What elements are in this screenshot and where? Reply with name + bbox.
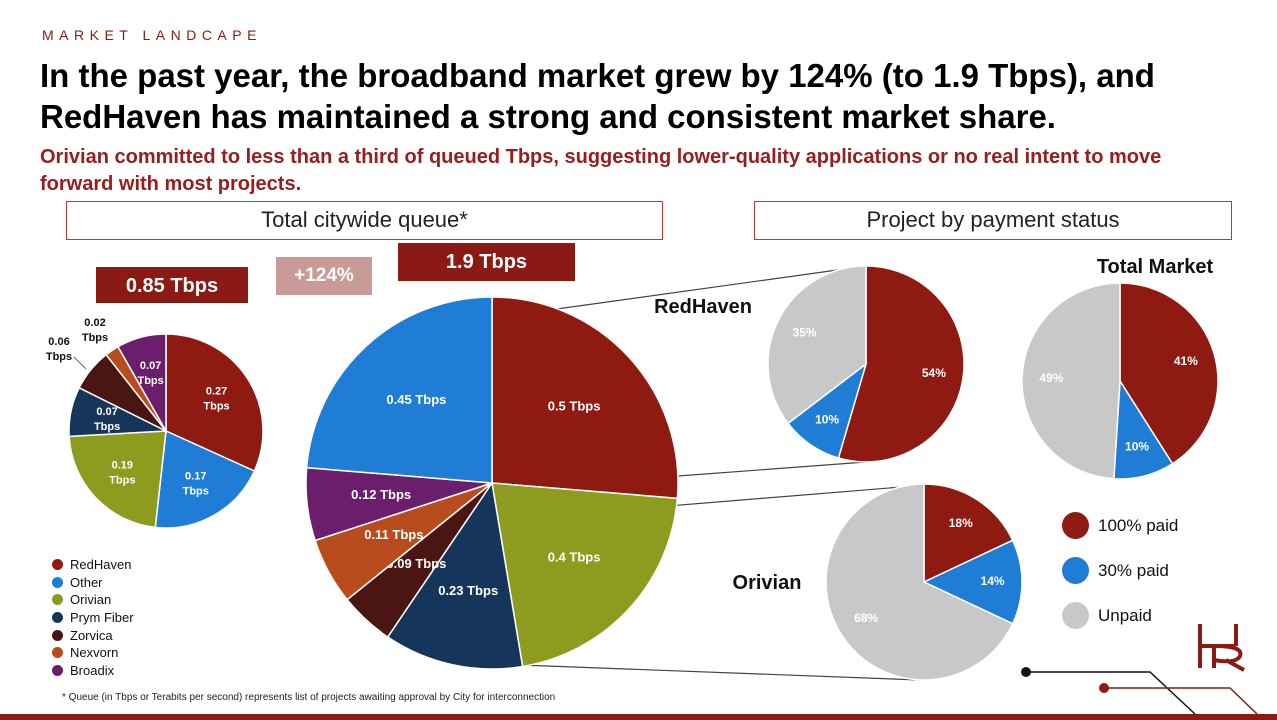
pie-slice-100-paid <box>923 483 1014 584</box>
data-label: 0.17 Tbps <box>183 470 209 497</box>
data-label: 68% <box>854 611 878 625</box>
circuit-line <box>1104 687 1258 715</box>
pie-slice-30-paid <box>922 539 1023 625</box>
legend-label: Orivian <box>70 592 112 608</box>
data-label: 0.06 Tbps <box>46 336 72 363</box>
pie-orivian-status: 18% 14% 68% Orivian <box>733 483 1023 681</box>
data-label: 0.02 Tbps <box>82 317 108 344</box>
leader-line <box>73 356 87 370</box>
brand-logo-icon <box>1198 624 1245 672</box>
pie-slice-100-paid <box>837 265 965 463</box>
queue-box-title: Total citywide queue* <box>66 201 663 240</box>
data-label: 0.07 Tbps <box>94 406 120 433</box>
data-label: 0.27 Tbps <box>203 385 229 412</box>
footnote: * Queue (in Tbps or Terabits per second)… <box>62 692 556 703</box>
status-swatch <box>1062 557 1089 584</box>
data-label: 35% <box>793 326 817 340</box>
legend-swatch <box>52 612 63 624</box>
status-legend: 100% paid 30% paid Unpaid <box>1062 503 1178 638</box>
data-label: 10% <box>1125 440 1149 454</box>
pie-past-queue: 0.27 Tbps 0.17 Tbps 0.19 Tbps 0.07 Tbps 0.06 Tbps… <box>46 317 264 529</box>
pie-slice-orivian <box>68 430 167 529</box>
legend-swatch <box>52 629 63 641</box>
legend-item: Orivian <box>52 591 134 609</box>
status-legend-item: 100% paid <box>1062 503 1178 548</box>
status-swatch <box>1062 602 1089 629</box>
data-label: 14% <box>981 574 1005 588</box>
legend-swatch <box>52 664 63 676</box>
data-label: 0.07 Tbps <box>137 360 163 387</box>
pie-slice-orivian <box>491 482 679 668</box>
pie-slice-broadix <box>116 333 167 434</box>
legend-label: RedHaven <box>70 557 132 573</box>
pie-slice-redhaven <box>491 296 679 500</box>
pie-slice-other <box>154 429 256 529</box>
pie-current-queue: 0.5 Tbps 0.4 Tbps 0.23 Tbps 0.09 Tbps 0.11 T… <box>305 296 679 670</box>
data-label: 0.19 Tbps <box>109 459 135 486</box>
data-label: 0.5 Tbps <box>548 399 601 414</box>
circuit-node <box>1099 683 1109 693</box>
legend-item: RedHaven <box>52 556 134 574</box>
past-total-badge: 0.85 Tbps <box>96 267 248 303</box>
bottom-bar <box>0 714 1277 720</box>
status-label: 30% paid <box>1098 560 1169 580</box>
data-label: 0.23 Tbps <box>438 583 498 598</box>
page-subtitle: Orivian committed to less than a third o… <box>40 146 1162 195</box>
connector-line <box>677 461 867 477</box>
data-label: 0.45 Tbps <box>386 392 446 407</box>
legend-label: Prym Fiber <box>70 610 134 626</box>
data-label: 0.12 Tbps <box>351 487 411 502</box>
status-legend-item: Unpaid <box>1062 593 1178 638</box>
pie-total-market-status: 41% 10% 49% Total Market <box>1021 256 1219 480</box>
legend-swatch <box>52 594 63 606</box>
legend-item: Nexvorn <box>52 644 134 662</box>
legend-item: Broadix <box>52 662 134 680</box>
data-label: 18% <box>949 516 973 530</box>
pie-slice-prym-fiber <box>386 481 524 670</box>
section-label: MARKET LANDCAPE <box>42 27 262 43</box>
data-label: 49% <box>1039 371 1063 385</box>
circuit-node <box>1021 667 1031 677</box>
pie-title: Orivian <box>733 572 802 594</box>
legend-swatch <box>52 576 63 588</box>
pie-title: Total Market <box>1097 256 1214 278</box>
data-label: 54% <box>922 366 946 380</box>
data-label: 0.09 Tbps <box>386 557 446 572</box>
legend-label: Broadix <box>70 662 115 678</box>
pie-redhaven-status: 54% 10% 35% RedHaven <box>654 265 965 463</box>
pie-slice-redhaven <box>165 333 264 472</box>
status-label: Unpaid <box>1098 605 1152 625</box>
legend-item: Prym Fiber <box>52 609 134 627</box>
data-label: 41% <box>1174 354 1198 368</box>
status-label: 100% paid <box>1098 515 1179 535</box>
growth-badge: +124% <box>276 257 372 295</box>
data-label: 0.11 Tbps <box>364 528 423 543</box>
legend-label: Other <box>70 574 103 590</box>
legend-swatch <box>52 559 63 571</box>
current-total-badge: 1.9 Tbps <box>398 243 575 281</box>
pie-slice-unpaid <box>825 483 1014 681</box>
status-legend-item: 30% paid <box>1062 548 1178 593</box>
page-title: In the past year, the broadband market g… <box>40 57 1155 135</box>
legend-item: Zorvica <box>52 626 134 644</box>
pie-slice-unpaid <box>1021 282 1121 480</box>
pie-title: RedHaven <box>654 296 752 318</box>
queue-legend: RedHaven Other Orivian Prym Fiber Zorvic… <box>52 556 134 679</box>
data-label: 0.4 Tbps <box>548 550 601 565</box>
legend-swatch <box>52 647 63 659</box>
legend-label: Nexvorn <box>70 645 119 661</box>
legend-item: Other <box>52 574 134 592</box>
legend-label: Zorvica <box>70 627 113 643</box>
status-swatch <box>1062 512 1089 539</box>
pie-slice-other <box>305 296 493 484</box>
payment-box-title: Project by payment status <box>754 201 1232 240</box>
connector-line <box>519 664 921 681</box>
data-label: 10% <box>815 413 839 427</box>
circuit-line <box>1026 671 1196 715</box>
pie-slice-unpaid <box>767 265 867 425</box>
